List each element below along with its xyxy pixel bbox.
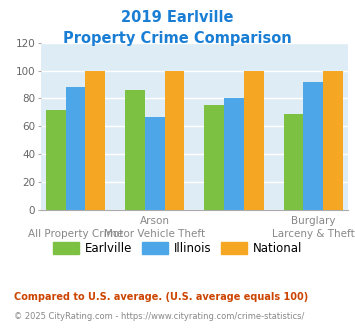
Bar	[244, 71, 264, 210]
Bar	[284, 114, 303, 210]
Text: Compared to U.S. average. (U.S. average equals 100): Compared to U.S. average. (U.S. average …	[14, 292, 308, 302]
Bar	[66, 87, 86, 210]
Text: Property Crime Comparison: Property Crime Comparison	[63, 31, 292, 46]
Text: Motor Vehicle Theft: Motor Vehicle Theft	[104, 229, 205, 239]
Bar	[86, 71, 105, 210]
Bar	[125, 90, 145, 210]
Text: All Property Crime: All Property Crime	[28, 229, 123, 239]
Text: 2019 Earlville: 2019 Earlville	[121, 10, 234, 25]
Bar	[323, 71, 343, 210]
Text: Burglary: Burglary	[291, 216, 335, 226]
Text: Larceny & Theft: Larceny & Theft	[272, 229, 355, 239]
Bar	[303, 82, 323, 210]
Bar	[46, 110, 66, 210]
Bar	[145, 116, 165, 210]
Text: © 2025 CityRating.com - https://www.cityrating.com/crime-statistics/: © 2025 CityRating.com - https://www.city…	[14, 312, 305, 321]
Legend: Earlville, Illinois, National: Earlville, Illinois, National	[48, 237, 307, 260]
Bar	[165, 71, 185, 210]
Bar	[224, 98, 244, 210]
Text: Arson: Arson	[140, 216, 170, 226]
Bar	[204, 105, 224, 210]
